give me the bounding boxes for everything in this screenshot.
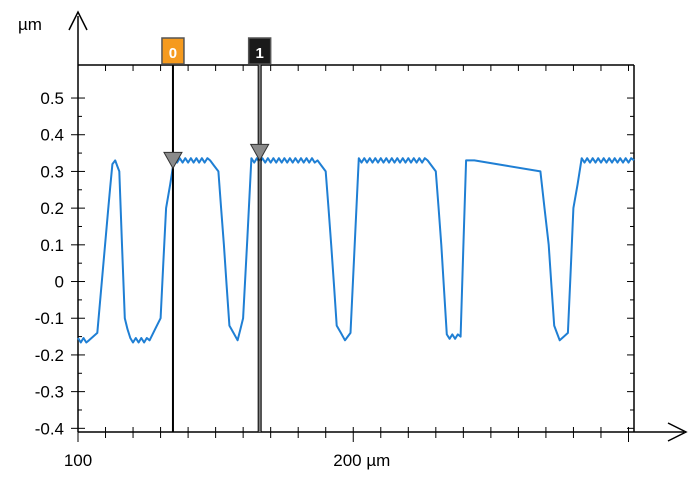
y-tick-label: 0.3: [40, 162, 64, 181]
cursor-1-tab[interactable]: [247, 37, 272, 65]
cursor-0-marker[interactable]: [163, 151, 183, 170]
y-axis-arrow: [68, 10, 88, 31]
y-tick-label: -0.3: [35, 383, 64, 402]
y-tick-label: 0.2: [40, 199, 64, 218]
series-line-0: [77, 157, 635, 344]
series-layer: [77, 157, 635, 344]
ticks: [71, 65, 634, 442]
cursor-1-marker[interactable]: [249, 143, 270, 162]
cursor-0-label: 0: [169, 45, 177, 62]
cursor-0-tab[interactable]: [161, 37, 185, 65]
y-tick-label: -0.1: [35, 309, 64, 328]
x-tick-label: 200 µm: [333, 451, 390, 470]
y-tick-label: -0.4: [35, 419, 64, 438]
axes: [68, 10, 688, 442]
y-unit-label: µm: [18, 15, 42, 34]
y-tick-label: 0.1: [40, 236, 64, 255]
y-tick-label: 0.4: [40, 126, 64, 145]
y-tick-label: 0.5: [40, 89, 64, 108]
x-axis-arrow: [667, 422, 688, 442]
y-tick-label: -0.2: [35, 346, 64, 365]
cursor-1-label: 1: [255, 45, 263, 62]
y-tick-label: 0: [55, 273, 64, 292]
x-tick-label: 100: [64, 451, 92, 470]
